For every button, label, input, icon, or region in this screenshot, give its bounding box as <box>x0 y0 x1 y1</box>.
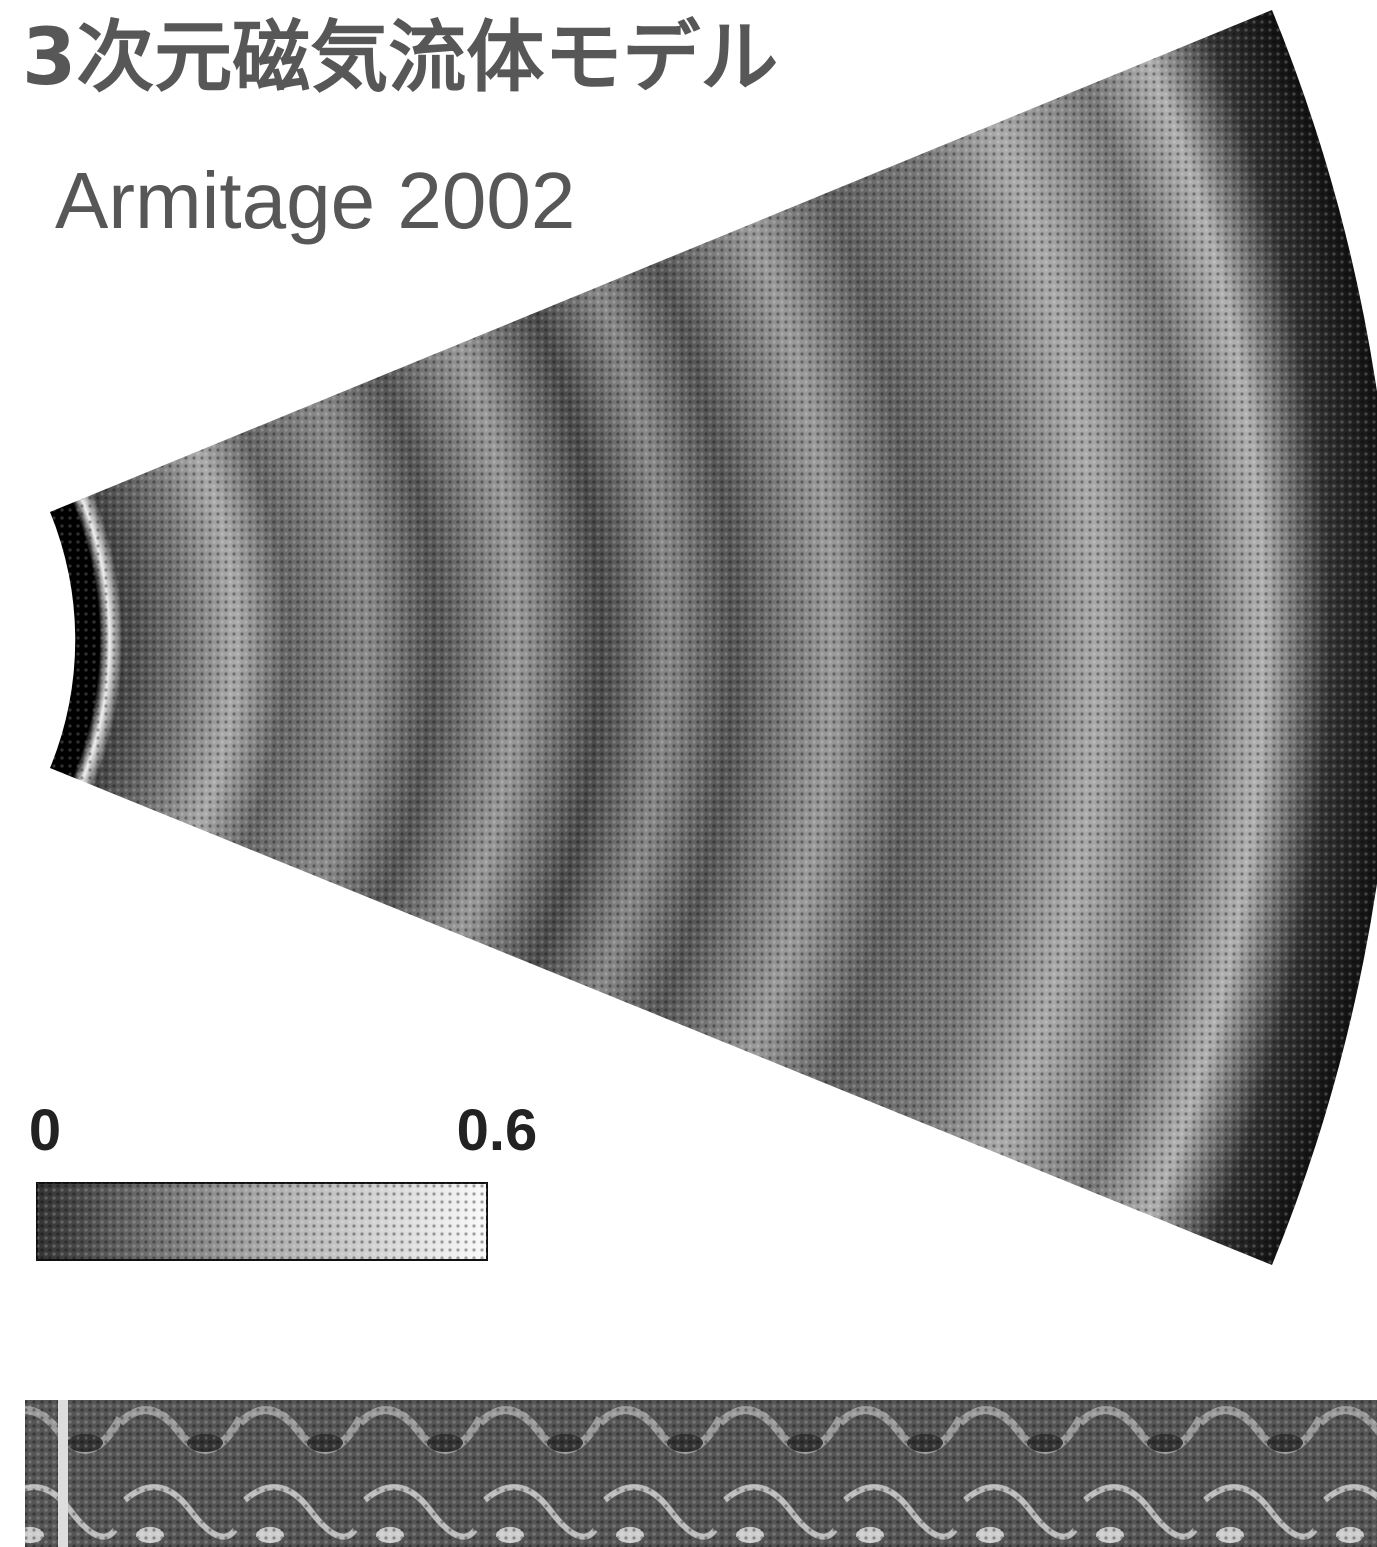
page: 3次元磁気流体モデル Armitage 2002 00.6 (() => { c… <box>0 0 1377 1547</box>
colorbar-tick-label: 0.6 <box>457 1098 538 1163</box>
slide: 3次元磁気流体モデル Armitage 2002 0 0.6 <box>0 0 1377 1547</box>
colorbar <box>37 1183 487 1260</box>
simulation-strip <box>25 1400 1377 1547</box>
slide-title: 3次元磁気流体モデル <box>22 13 778 103</box>
colorbar-tick-label: 0 <box>29 1098 61 1163</box>
slide-subtitle: Armitage 2002 <box>55 156 575 245</box>
